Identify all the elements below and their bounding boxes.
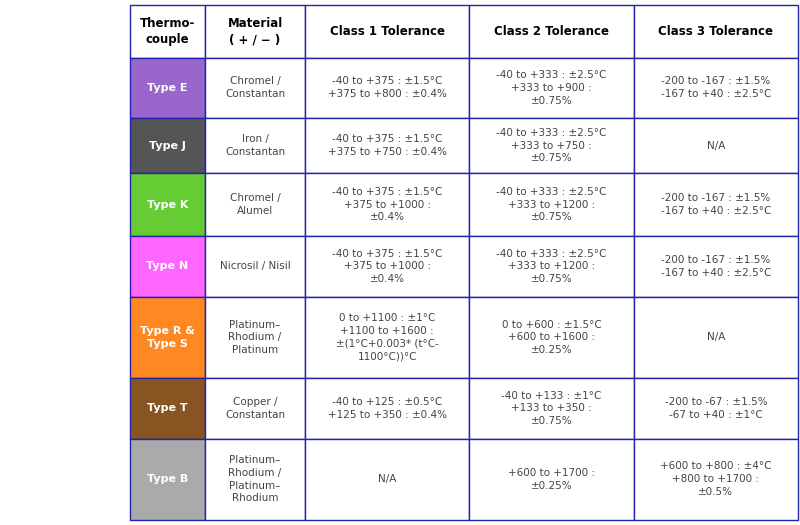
Bar [634, 5, 798, 58]
Bar [470, 378, 634, 438]
Text: Type E: Type E [147, 83, 188, 93]
Text: -40 to +333 : ±2.5°C
+333 to +1200 :
±0.75%: -40 to +333 : ±2.5°C +333 to +1200 : ±0.… [496, 249, 606, 284]
Text: -40 to +333 : ±2.5°C
+333 to +1200 :
±0.75%: -40 to +333 : ±2.5°C +333 to +1200 : ±0.… [496, 187, 606, 223]
Text: Class 3 Tolerance: Class 3 Tolerance [658, 25, 774, 38]
Text: -200 to -167 : ±1.5%
-167 to +40 : ±2.5°C: -200 to -167 : ±1.5% -167 to +40 : ±2.5°… [661, 193, 771, 216]
Bar [205, 297, 305, 378]
Text: -200 to -167 : ±1.5%
-167 to +40 : ±2.5°C: -200 to -167 : ±1.5% -167 to +40 : ±2.5°… [661, 76, 771, 99]
Text: Platinum–
Rhodium /
Platinum: Platinum– Rhodium / Platinum [229, 320, 282, 355]
Text: Class 1 Tolerance: Class 1 Tolerance [330, 25, 445, 38]
Bar [305, 378, 470, 438]
Bar [130, 297, 205, 378]
Bar [130, 118, 205, 173]
Bar [634, 438, 798, 520]
Text: -40 to +125 : ±0.5°C
+125 to +350 : ±0.4%: -40 to +125 : ±0.5°C +125 to +350 : ±0.4… [328, 397, 446, 419]
Bar [130, 58, 205, 118]
Text: -40 to +375 : ±1.5°C
+375 to +800 : ±0.4%: -40 to +375 : ±1.5°C +375 to +800 : ±0.4… [328, 76, 446, 99]
Bar [634, 58, 798, 118]
Text: Class 2 Tolerance: Class 2 Tolerance [494, 25, 609, 38]
Text: 0 to +600 : ±1.5°C
+600 to +1600 :
±0.25%: 0 to +600 : ±1.5°C +600 to +1600 : ±0.25… [502, 320, 602, 355]
Bar [470, 438, 634, 520]
Bar [470, 118, 634, 173]
Text: -40 to +375 : ±1.5°C
+375 to +1000 :
±0.4%: -40 to +375 : ±1.5°C +375 to +1000 : ±0.… [332, 249, 442, 284]
Text: -200 to -167 : ±1.5%
-167 to +40 : ±2.5°C: -200 to -167 : ±1.5% -167 to +40 : ±2.5°… [661, 255, 771, 278]
Text: Material
( + / − ): Material ( + / − ) [227, 16, 282, 46]
Bar [205, 118, 305, 173]
Bar [130, 236, 205, 297]
Bar [205, 58, 305, 118]
Bar [205, 378, 305, 438]
Bar [205, 173, 305, 236]
Bar [634, 118, 798, 173]
Bar [634, 173, 798, 236]
Text: +600 to +800 : ±4°C
+800 to +1700 :
±0.5%: +600 to +800 : ±4°C +800 to +1700 : ±0.5… [660, 461, 771, 497]
Text: Nicrosil / Nisil: Nicrosil / Nisil [220, 261, 290, 271]
Text: -40 to +333 : ±2.5°C
+333 to +900 :
±0.75%: -40 to +333 : ±2.5°C +333 to +900 : ±0.7… [496, 70, 606, 106]
Text: Type R &
Type S: Type R & Type S [140, 326, 195, 349]
Bar [305, 58, 470, 118]
Bar [305, 173, 470, 236]
Text: Chromel /
Constantan: Chromel / Constantan [225, 76, 285, 99]
Bar [130, 378, 205, 438]
Bar [305, 297, 470, 378]
Bar [470, 236, 634, 297]
Text: N/A: N/A [378, 474, 396, 484]
Text: Type J: Type J [149, 141, 186, 151]
Text: -40 to +133 : ±1°C
+133 to +350 :
±0.75%: -40 to +133 : ±1°C +133 to +350 : ±0.75% [502, 391, 602, 426]
Bar [130, 173, 205, 236]
Bar [205, 438, 305, 520]
Bar [130, 5, 205, 58]
Bar [205, 236, 305, 297]
Text: 0 to +1100 : ±1°C
+1100 to +1600 :
±(1°C+0.003* (t°C-
1100°C))°C: 0 to +1100 : ±1°C +1100 to +1600 : ±(1°C… [336, 313, 438, 362]
Bar [470, 297, 634, 378]
Bar [634, 297, 798, 378]
Text: Thermo-
couple: Thermo- couple [140, 16, 195, 46]
Bar [305, 438, 470, 520]
Text: -40 to +375 : ±1.5°C
+375 to +1000 :
±0.4%: -40 to +375 : ±1.5°C +375 to +1000 : ±0.… [332, 187, 442, 223]
Bar [634, 236, 798, 297]
Bar [305, 236, 470, 297]
Text: -40 to +375 : ±1.5°C
+375 to +750 : ±0.4%: -40 to +375 : ±1.5°C +375 to +750 : ±0.4… [328, 134, 446, 157]
Text: Type N: Type N [146, 261, 189, 271]
Text: Iron /
Constantan: Iron / Constantan [225, 134, 285, 157]
Text: Copper /
Constantan: Copper / Constantan [225, 397, 285, 419]
Bar [305, 5, 470, 58]
Bar [470, 5, 634, 58]
Text: Type K: Type K [147, 200, 188, 209]
Bar [470, 173, 634, 236]
Bar [130, 438, 205, 520]
Bar [205, 5, 305, 58]
Text: +600 to +1700 :
±0.25%: +600 to +1700 : ±0.25% [508, 468, 595, 491]
Text: N/A: N/A [706, 141, 725, 151]
Bar [305, 118, 470, 173]
Text: Type T: Type T [147, 403, 188, 413]
Text: Platinum–
Rhodium /
Platinum–
Rhodium: Platinum– Rhodium / Platinum– Rhodium [229, 455, 282, 503]
Text: Chromel /
Alumel: Chromel / Alumel [230, 193, 281, 216]
Bar [470, 58, 634, 118]
Text: Type B: Type B [147, 474, 188, 484]
Text: -40 to +333 : ±2.5°C
+333 to +750 :
±0.75%: -40 to +333 : ±2.5°C +333 to +750 : ±0.7… [496, 128, 606, 163]
Text: N/A: N/A [706, 332, 725, 342]
Text: -200 to -67 : ±1.5%
-67 to +40 : ±1°C: -200 to -67 : ±1.5% -67 to +40 : ±1°C [665, 397, 767, 419]
Bar [634, 378, 798, 438]
